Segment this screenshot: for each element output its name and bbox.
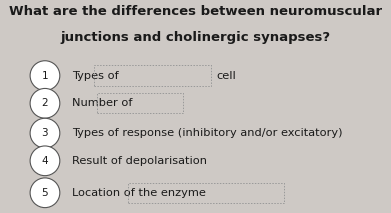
Text: Location of the enzyme: Location of the enzyme [72, 188, 210, 198]
Text: junctions and cholinergic synapses?: junctions and cholinergic synapses? [61, 31, 330, 44]
Text: Number of: Number of [72, 98, 136, 108]
Text: 4: 4 [42, 156, 48, 166]
Ellipse shape [30, 146, 60, 176]
Text: 3: 3 [42, 128, 48, 138]
Text: Types of response (inhibitory and/or excitatory): Types of response (inhibitory and/or exc… [72, 128, 343, 138]
Ellipse shape [30, 118, 60, 148]
Text: 5: 5 [42, 188, 48, 198]
Text: 1: 1 [42, 71, 48, 81]
Text: cell: cell [216, 71, 236, 81]
Ellipse shape [30, 88, 60, 118]
Text: What are the differences between neuromuscular: What are the differences between neuromu… [9, 5, 382, 18]
Ellipse shape [30, 178, 60, 208]
Text: Result of depolarisation: Result of depolarisation [72, 156, 207, 166]
Text: 2: 2 [42, 98, 48, 108]
Ellipse shape [30, 61, 60, 91]
Text: Types of: Types of [72, 71, 123, 81]
